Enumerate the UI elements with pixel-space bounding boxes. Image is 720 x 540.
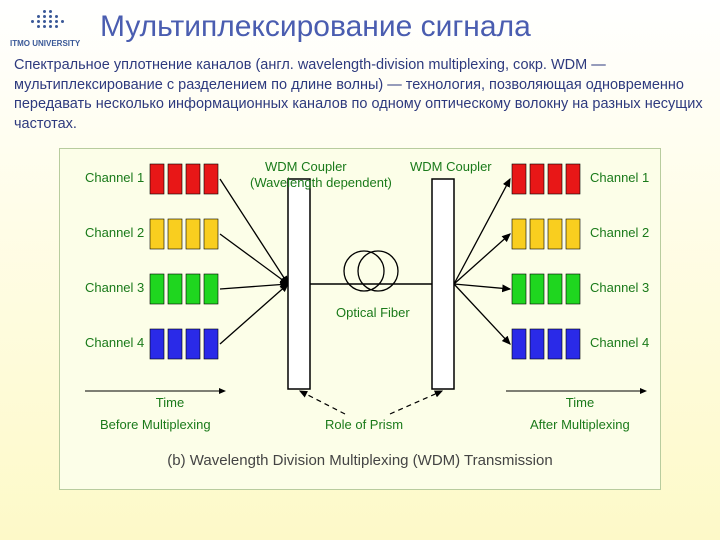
svg-text:After Multiplexing: After Multiplexing (530, 417, 630, 432)
svg-text:Channel 4: Channel 4 (590, 335, 649, 350)
svg-text:Channel 3: Channel 3 (85, 280, 144, 295)
svg-text:Channel 1: Channel 1 (590, 170, 649, 185)
svg-text:Channel 3: Channel 3 (590, 280, 649, 295)
svg-text:Time: Time (156, 395, 184, 410)
logo-dots-icon (25, 8, 65, 32)
header: ITMO UNIVERSITY Мультиплексирование сигн… (0, 0, 720, 48)
svg-text:WDM Coupler: WDM Coupler (410, 159, 492, 174)
svg-text:(Wavelength dependent): (Wavelength dependent) (250, 175, 392, 190)
svg-text:Channel 2: Channel 2 (85, 225, 144, 240)
svg-text:Before Multiplexing: Before Multiplexing (100, 417, 211, 432)
svg-text:(b) Wavelength Division Multip: (b) Wavelength Division Multiplexing (WD… (167, 452, 552, 469)
svg-text:Channel 1: Channel 1 (85, 170, 144, 185)
svg-text:Channel 4: Channel 4 (85, 335, 144, 350)
description-text: Спектральное уплотнение каналов (англ. w… (0, 48, 720, 134)
logo-text: ITMO UNIVERSITY (10, 39, 80, 48)
page-title: Мультиплексирование сигнала (100, 10, 531, 44)
itmo-logo: ITMO UNIVERSITY (10, 8, 80, 48)
diagram-svg: Channel 1 Channel 1 Channel 2 Channel 2 Chan… (60, 149, 660, 489)
svg-text:Time: Time (566, 395, 594, 410)
svg-text:Channel 2: Channel 2 (590, 225, 649, 240)
svg-text:Role of Prism: Role of Prism (325, 417, 403, 432)
svg-text:Optical Fiber: Optical Fiber (336, 305, 410, 320)
svg-text:WDM Coupler: WDM Coupler (265, 159, 347, 174)
wdm-diagram: Channel 1 Channel 1 Channel 2 Channel 2 Chan… (59, 148, 661, 490)
